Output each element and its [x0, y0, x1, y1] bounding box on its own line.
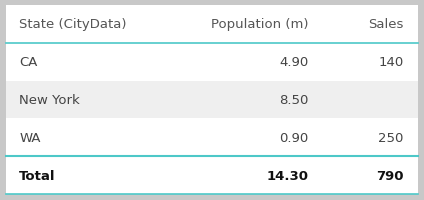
Text: 0.90: 0.90 [279, 131, 309, 144]
Text: Total: Total [19, 169, 56, 182]
Text: New York: New York [19, 94, 80, 106]
Text: 790: 790 [376, 169, 404, 182]
Text: State (CityData): State (CityData) [19, 18, 127, 31]
Text: WA: WA [19, 131, 41, 144]
Text: 140: 140 [378, 56, 404, 69]
Text: 4.90: 4.90 [279, 56, 309, 69]
Text: 14.30: 14.30 [267, 169, 309, 182]
Text: 250: 250 [378, 131, 404, 144]
Text: Sales: Sales [368, 18, 404, 31]
Bar [6, 119, 418, 156]
Text: CA: CA [19, 56, 38, 69]
Bar [6, 81, 418, 119]
Text: Population (m): Population (m) [211, 18, 309, 31]
Bar [6, 44, 418, 81]
Text: 8.50: 8.50 [279, 94, 309, 106]
